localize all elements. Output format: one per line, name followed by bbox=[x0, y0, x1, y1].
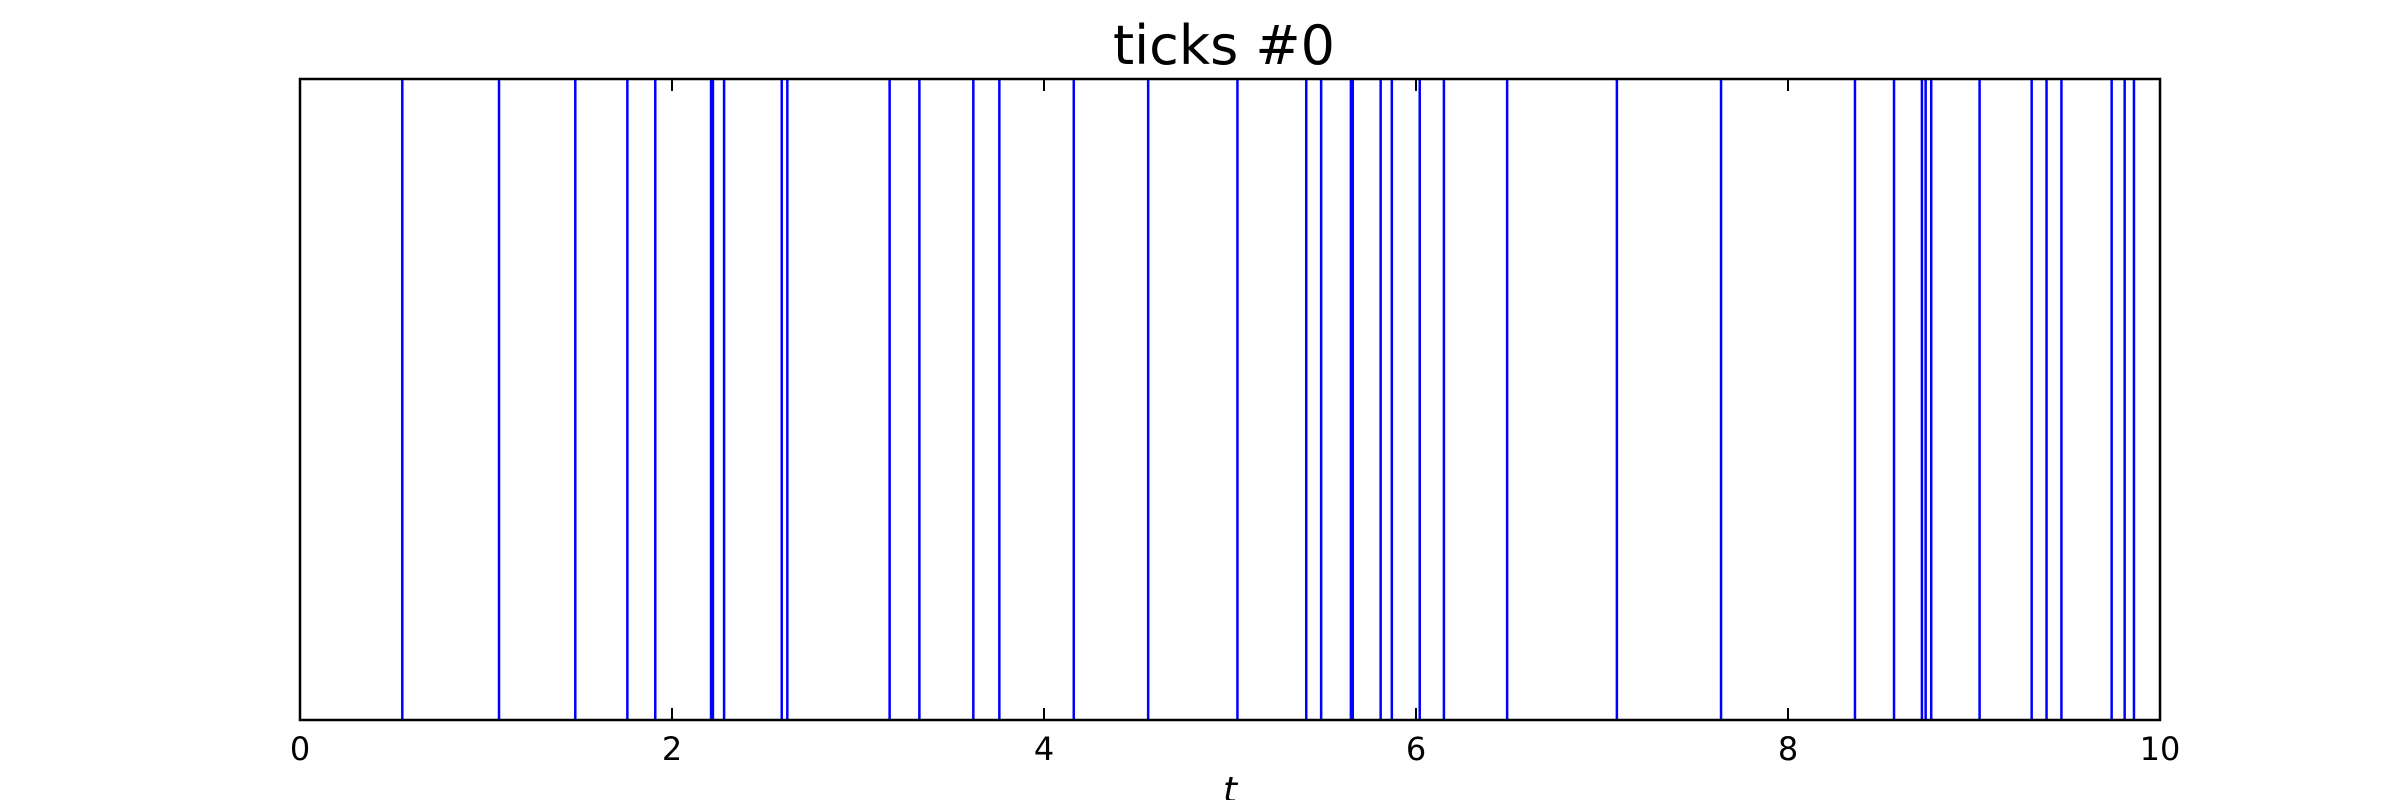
x-tick-label-2: 4 bbox=[1034, 730, 1054, 768]
x-tick-label-4: 8 bbox=[1778, 730, 1798, 768]
x-axis-ticks: 0 2 4 6 8 10 bbox=[290, 79, 2181, 768]
event-lines bbox=[401, 79, 2136, 720]
x-tick-label-3: 6 bbox=[1406, 730, 1426, 768]
plot-frame bbox=[298, 77, 2162, 722]
chart-title: ticks #0 bbox=[1113, 14, 1335, 77]
x-tick-label-0: 0 bbox=[290, 730, 310, 768]
x-tick-label-5: 10 bbox=[2140, 730, 2181, 768]
x-tick-label-1: 2 bbox=[662, 730, 682, 768]
x-axis-label: t bbox=[1223, 770, 1239, 800]
